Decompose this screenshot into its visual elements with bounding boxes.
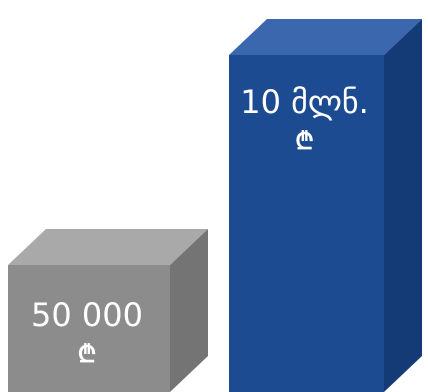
- bar-2-value-label: 10 მლნ.: [240, 83, 369, 121]
- bar-2-side-face: [384, 19, 422, 392]
- bar-2: 10 მლნ. ₾: [229, 19, 422, 392]
- bar-1-front-face: [8, 265, 170, 392]
- bar-1: 50 000 ₾: [8, 229, 208, 392]
- bar-2-top-face: [229, 19, 422, 55]
- bars-group: 50 000 ₾ 10 მლნ. ₾: [8, 19, 422, 392]
- bar-1-top-face: [8, 229, 208, 265]
- bar-1-side-face: [170, 229, 208, 392]
- bar-1-value-label: 50 000: [31, 296, 143, 334]
- bar-1-currency-label: ₾: [78, 340, 97, 368]
- bar-2-front-face: [229, 55, 384, 392]
- bar-2-currency-label: ₾: [295, 127, 314, 155]
